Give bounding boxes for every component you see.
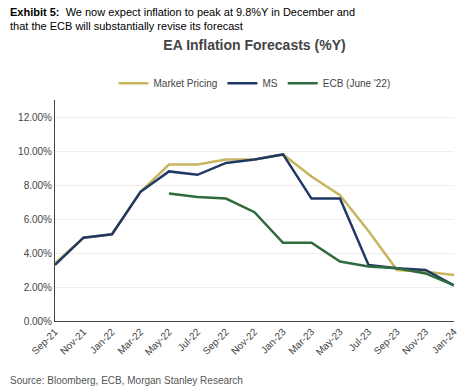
svg-text:Nov-21: Nov-21 [58, 326, 89, 357]
svg-text:Jul-23: Jul-23 [346, 326, 373, 353]
svg-text:4.00%: 4.00% [24, 248, 52, 259]
svg-text:Market Pricing: Market Pricing [154, 78, 218, 89]
svg-text:Nov-22: Nov-22 [229, 326, 260, 357]
svg-text:Mar-22: Mar-22 [115, 326, 145, 356]
svg-text:Source: Bloomberg, ECB, Morgan: Source: Bloomberg, ECB, Morgan Stanley R… [10, 375, 243, 386]
svg-text:EA Inflation Forecasts (%Y): EA Inflation Forecasts (%Y) [163, 37, 345, 53]
svg-text:0.00%: 0.00% [24, 316, 52, 327]
svg-text:ECB (June '22): ECB (June '22) [323, 78, 391, 89]
svg-text:2.00%: 2.00% [24, 282, 52, 293]
svg-text:Nov-23: Nov-23 [400, 326, 431, 357]
svg-text:Mar-23: Mar-23 [286, 326, 316, 356]
svg-text:May-22: May-22 [143, 326, 175, 358]
svg-text:Jul-22: Jul-22 [175, 326, 202, 353]
svg-text:8.00%: 8.00% [24, 180, 52, 191]
svg-text:6.00%: 6.00% [24, 214, 52, 225]
svg-text:Sep-21: Sep-21 [29, 326, 60, 357]
svg-text:Jan-24: Jan-24 [430, 326, 460, 356]
svg-text:May-23: May-23 [314, 326, 346, 358]
svg-text:Sep-23: Sep-23 [371, 326, 402, 357]
svg-text:Jan-23: Jan-23 [259, 326, 289, 356]
svg-text:10.00%: 10.00% [18, 146, 52, 157]
svg-text:Jan-22: Jan-22 [88, 326, 118, 356]
svg-text:12.00%: 12.00% [18, 112, 52, 123]
svg-text:MS: MS [262, 78, 277, 89]
svg-text:Sep-22: Sep-22 [200, 326, 231, 357]
svg-text:Exhibit 5: We now expect infl: Exhibit 5: We now expect inflation to pe… [10, 6, 355, 32]
